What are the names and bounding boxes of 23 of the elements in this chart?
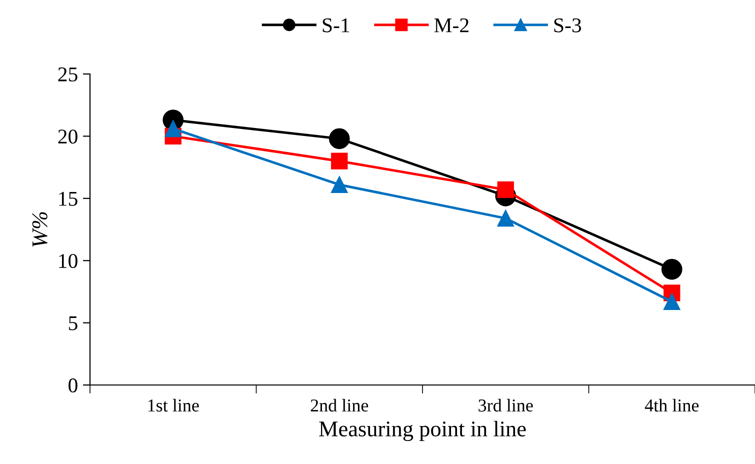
point xyxy=(661,258,682,280)
x-tick-label: 4th line xyxy=(644,398,699,412)
point xyxy=(497,181,514,198)
x-tick-label: 3rd line xyxy=(478,398,533,412)
x-tick-label: 2nd line xyxy=(310,398,368,412)
point xyxy=(664,293,680,310)
legend-label: S-1 xyxy=(322,18,350,32)
point xyxy=(331,176,348,194)
x-tick-label: 1st line xyxy=(148,398,199,412)
legend-label: M-2 xyxy=(434,18,468,32)
y-axis-title: W% xyxy=(32,212,48,247)
x-axis-title: Measuring point in line xyxy=(319,420,526,442)
point xyxy=(164,120,182,138)
legend-label: S-3 xyxy=(554,18,582,32)
y-tick-label: 25 xyxy=(58,67,78,82)
point xyxy=(328,128,350,150)
y-tick-label: 5 xyxy=(68,316,78,330)
y-tick-label: 10 xyxy=(59,254,78,268)
y-tick-label: 20 xyxy=(58,130,78,144)
y-tick-label: 0 xyxy=(68,378,78,392)
point xyxy=(497,210,514,227)
point xyxy=(331,152,348,170)
y-tick-label: 15 xyxy=(59,192,78,206)
